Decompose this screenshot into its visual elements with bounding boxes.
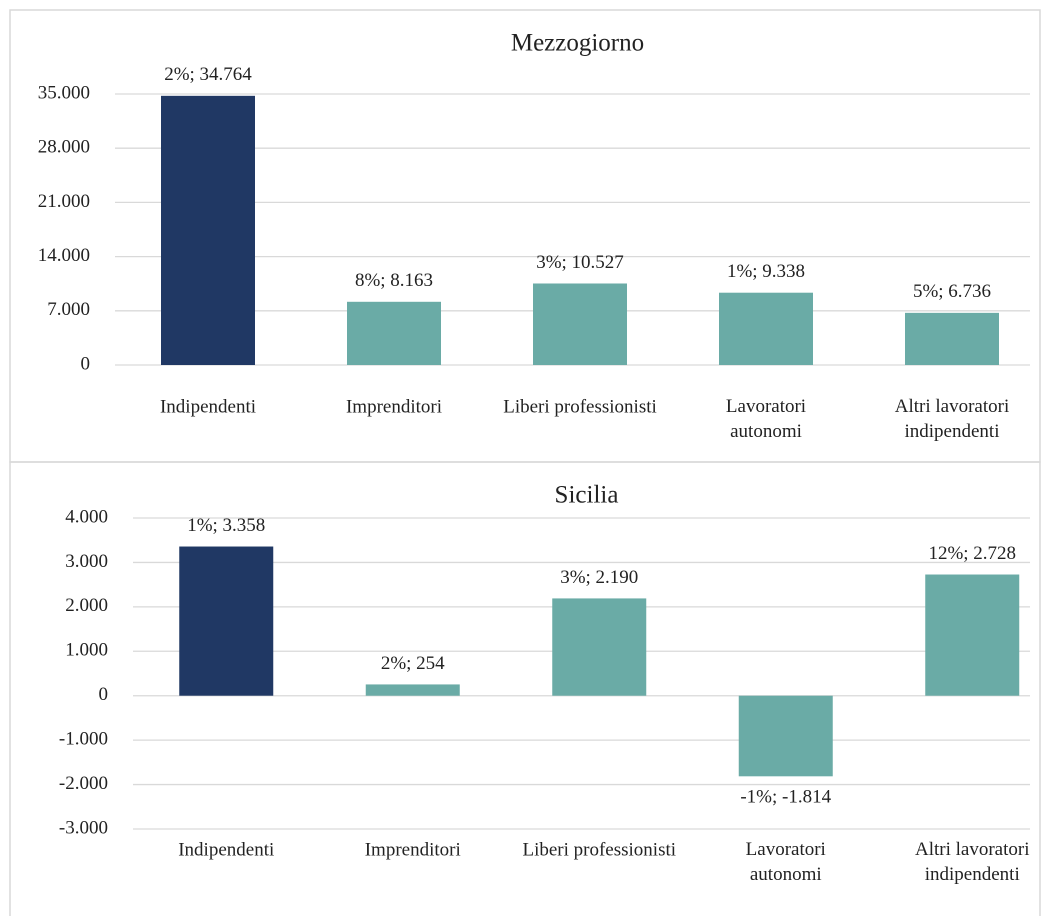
bar bbox=[552, 598, 647, 696]
y-tick-label: 14.000 bbox=[38, 245, 90, 266]
y-tick-label: 28.000 bbox=[38, 137, 90, 158]
y-tick-label: -3.000 bbox=[59, 817, 108, 838]
chart-title: Sicilia bbox=[555, 482, 619, 509]
x-tick-label: Liberi professionisti bbox=[503, 396, 657, 417]
y-tick-label: 3.000 bbox=[65, 551, 108, 572]
panel bbox=[9, 461, 1041, 916]
x-tick-label: Altri lavoratori indipendenti bbox=[915, 839, 1030, 885]
x-tick-label: Indipendenti bbox=[160, 396, 256, 417]
y-tick-label: 0 bbox=[99, 684, 109, 705]
data-label: 8%; 8.163 bbox=[355, 270, 433, 291]
x-tick-label: Altri lavoratori indipendenti bbox=[895, 396, 1010, 442]
data-label: 2%; 34.764 bbox=[164, 64, 252, 85]
y-tick-label: -1.000 bbox=[59, 729, 108, 750]
data-label: 3%; 2.190 bbox=[560, 567, 638, 588]
bar bbox=[738, 695, 833, 777]
y-tick-label: 35.000 bbox=[38, 82, 90, 103]
chart-title: Mezzogiorno bbox=[511, 30, 644, 57]
x-tick-label: Lavoratori autonomi bbox=[746, 839, 826, 885]
data-label: -1%; -1.814 bbox=[740, 787, 831, 808]
data-label: 1%; 9.338 bbox=[727, 261, 805, 282]
y-tick-label: 7.000 bbox=[47, 299, 90, 320]
y-tick-label: 21.000 bbox=[38, 191, 90, 212]
y-tick-label: 4.000 bbox=[65, 506, 108, 527]
x-tick-label: Indipendenti bbox=[178, 839, 274, 860]
x-tick-label: Lavoratori autonomi bbox=[726, 396, 806, 442]
y-tick-label: 1.000 bbox=[65, 640, 108, 661]
y-tick-label: -2.000 bbox=[59, 773, 108, 794]
x-tick-label: Liberi professionisti bbox=[522, 839, 676, 860]
data-label: 3%; 10.527 bbox=[536, 252, 624, 273]
data-label: 2%; 254 bbox=[381, 653, 445, 674]
y-tick-label: 0 bbox=[81, 353, 91, 374]
bar bbox=[179, 546, 274, 696]
bar bbox=[347, 301, 441, 365]
data-label: 12%; 2.728 bbox=[928, 543, 1016, 564]
y-tick-label: 2.000 bbox=[65, 595, 108, 616]
bar bbox=[905, 312, 999, 365]
data-label: 5%; 6.736 bbox=[913, 281, 991, 302]
bar bbox=[925, 574, 1020, 696]
bar bbox=[719, 292, 813, 365]
data-label: 1%; 3.358 bbox=[187, 515, 265, 536]
x-tick-label: Imprenditori bbox=[346, 396, 442, 417]
x-tick-label: Imprenditori bbox=[365, 839, 461, 860]
bar bbox=[161, 95, 255, 365]
bar bbox=[533, 283, 627, 365]
bar bbox=[365, 684, 460, 696]
